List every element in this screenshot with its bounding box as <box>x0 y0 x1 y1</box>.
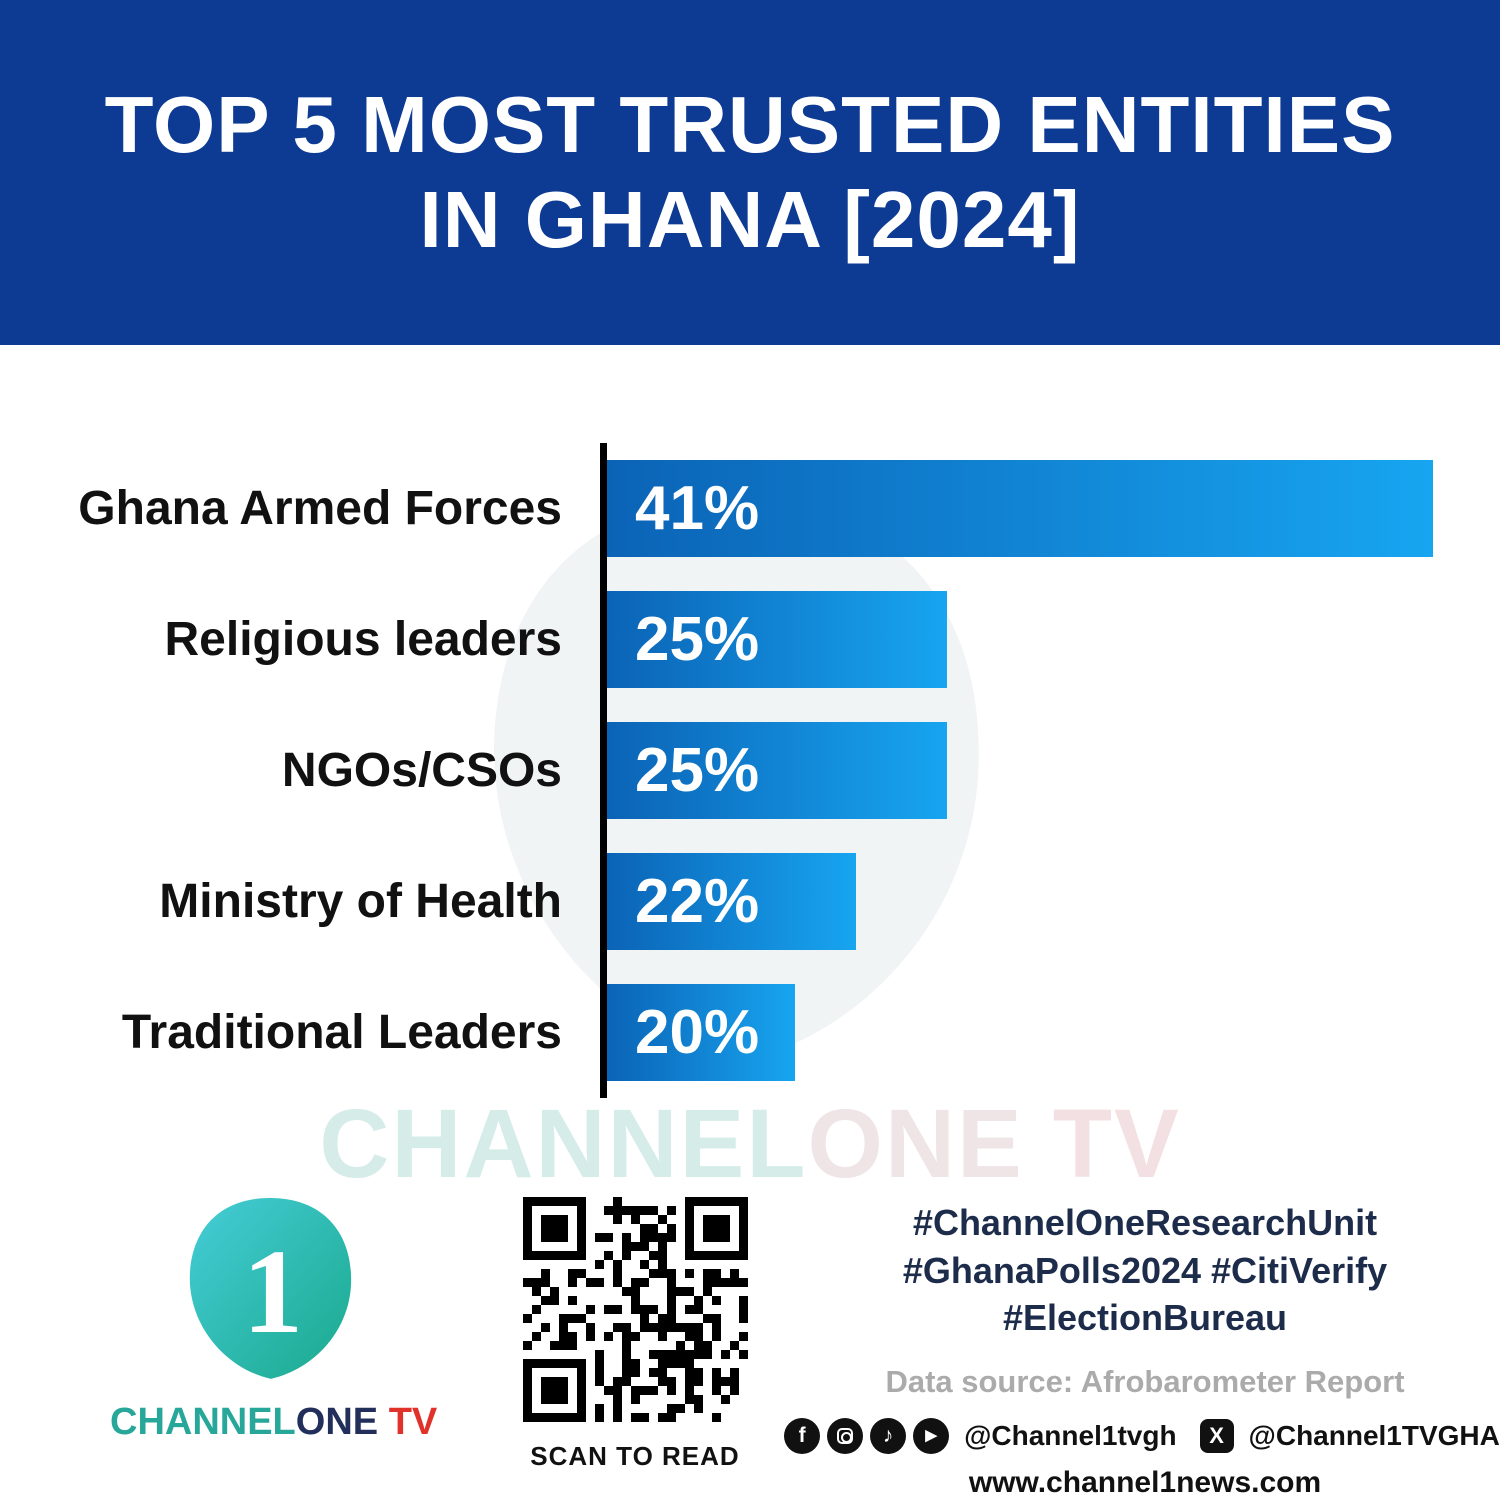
bar-label: Religious leaders <box>164 613 562 666</box>
tiktok-glyph: ♪ <box>882 1424 894 1448</box>
bar: 41% <box>607 460 1434 557</box>
channel-one-logo: 1 CHANNELONE TV <box>110 1185 437 1500</box>
bar-value-label: 25% <box>635 605 760 674</box>
hashtags: #ChannelOneResearchUnit #GhanaPolls2024 … <box>825 1199 1465 1342</box>
bar-track: 25% <box>600 574 1500 705</box>
bar-chart-rows: Ghana Armed Forces 41% Religious leaders 25… <box>55 443 1500 1098</box>
bar-track: 41% <box>600 443 1500 574</box>
bar-row: Traditional Leaders 20% <box>55 967 1500 1098</box>
bar-label: Ministry of Health <box>159 875 562 928</box>
bar-label: Traditional Leaders <box>121 1006 562 1059</box>
bar: 25% <box>607 722 948 819</box>
qr-caption: SCAN TO READ <box>530 1441 740 1471</box>
hashtag-line-2: #GhanaPolls2024 #CitiVerify <box>902 1249 1388 1291</box>
hashtag-line-1: #ChannelOneResearchUnit <box>912 1202 1378 1243</box>
logo-text-channel: CHANNEL <box>110 1401 296 1443</box>
bar-track: 22% <box>600 836 1500 967</box>
youtube-glyph: ▶ <box>925 1427 937 1445</box>
website-url: www.channel1news.com <box>968 1465 1322 1499</box>
bar-value-label: 41% <box>635 474 760 543</box>
instagram-glyph <box>837 1427 854 1444</box>
title-line-1: TOP 5 MOST TRUSTED ENTITIES <box>104 80 1396 170</box>
bar-row: NGOs/CSOs 25% <box>55 705 1500 836</box>
social-handle-x: @Channel1TVGHA <box>1248 1419 1500 1451</box>
page-title: TOP 5 MOST TRUSTED ENTITIES IN GHANA [20… <box>105 78 1396 267</box>
bar-row: Religious leaders 25% <box>55 574 1500 705</box>
qr-code <box>522 1197 748 1422</box>
logo-text-tv: TV <box>378 1401 438 1443</box>
social-handle-primary: @Channel1tvgh <box>964 1419 1177 1451</box>
info-block: #ChannelOneResearchUnit #GhanaPolls2024 … <box>784 1185 1500 1500</box>
qr-block: SCAN TO READ <box>505 1185 765 1500</box>
bar-row: Ministry of Health 22% <box>55 836 1500 967</box>
bar-label: NGOs/CSOs <box>281 744 562 797</box>
logo-text-one: ONE <box>295 1401 379 1443</box>
header-banner: TOP 5 MOST TRUSTED ENTITIES IN GHANA [20… <box>0 0 1500 345</box>
facebook-glyph: f <box>798 1424 806 1448</box>
bar-chart: Ghana Armed Forces 41% Religious leaders 25… <box>55 443 1500 1103</box>
instagram-icon <box>827 1417 864 1454</box>
title-line-2: IN GHANA [2024] <box>419 174 1081 264</box>
footer: 1 CHANNELONE TV SCAN TO READ #ChannelOne… <box>0 1185 1500 1500</box>
channel-one-logo-icon: 1 <box>189 1198 352 1379</box>
youtube-icon: ▶ <box>913 1417 950 1454</box>
logo-numeral: 1 <box>243 1225 304 1359</box>
bar-row: Ghana Armed Forces 41% <box>55 443 1500 574</box>
social-row: f ♪ ▶ @Channel1tvgh X @Channel1TVGHA <box>784 1417 1500 1454</box>
bar-track: 25% <box>600 705 1500 836</box>
watermark-one: ONE <box>807 1089 1024 1198</box>
bar: 22% <box>607 853 857 950</box>
bar: 25% <box>607 591 948 688</box>
watermark-channel: CHANNEL <box>319 1089 808 1198</box>
tiktok-icon: ♪ <box>870 1417 907 1454</box>
channel-watermark: CHANNELONE TV <box>0 1088 1500 1200</box>
data-source: Data source: Afrobarometer Report <box>885 1363 1405 1399</box>
bar-label: Ghana Armed Forces <box>78 482 562 535</box>
x-icon: X <box>1199 1418 1234 1453</box>
hashtag-line-3: #ElectionBureau <box>1002 1297 1288 1339</box>
logo-wordmark: CHANNELONE TV <box>110 1401 437 1444</box>
bar-value-label: 22% <box>635 867 760 936</box>
bar: 20% <box>607 984 796 1081</box>
bar-value-label: 20% <box>635 998 760 1067</box>
bar-value-label: 25% <box>635 736 760 805</box>
bar-track: 20% <box>600 967 1500 1098</box>
watermark-tv: TV <box>1023 1089 1181 1198</box>
facebook-icon: f <box>784 1417 821 1454</box>
